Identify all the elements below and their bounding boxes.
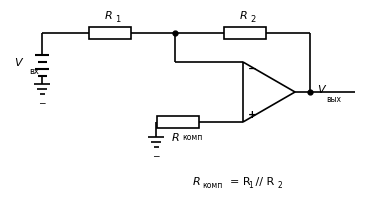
Text: 2: 2 [250,15,255,24]
Text: комп: комп [202,182,222,190]
Bar [157,116,199,128]
Text: R: R [104,11,112,21]
Text: R: R [239,11,247,21]
Text: −: − [38,98,46,107]
Text: комп: комп [182,133,202,142]
Text: V: V [14,58,22,68]
Text: 1: 1 [115,15,120,24]
Bar [224,27,266,39]
Text: −: − [248,64,256,74]
Text: // R: // R [252,177,274,187]
Text: 2: 2 [277,182,282,190]
Text: R: R [192,177,200,187]
Text: R: R [171,133,179,143]
Text: = R: = R [230,177,251,187]
Text: 1: 1 [248,182,253,190]
Text: V: V [317,85,325,95]
Text: −: − [152,151,160,160]
Text: вх: вх [29,68,39,76]
Bar [89,27,131,39]
Text: +: + [248,110,256,120]
Text: вых: вых [326,95,341,104]
